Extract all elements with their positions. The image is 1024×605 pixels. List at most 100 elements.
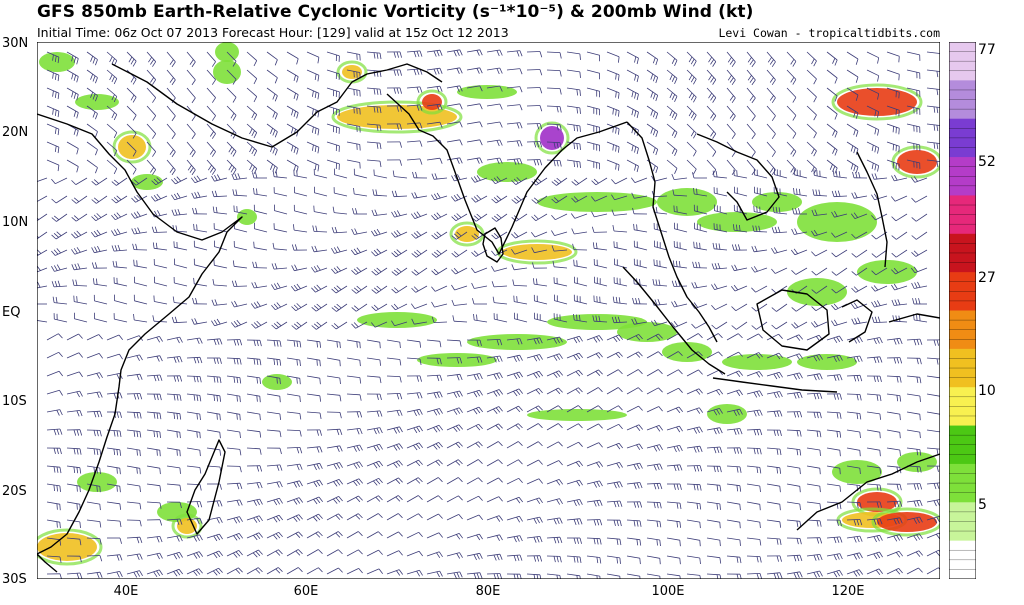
wind-barb [446,533,460,539]
wind-barb [706,388,720,395]
wind-barb-feather [199,450,201,457]
wind-barb [55,195,68,204]
wind-barb-feather [259,359,262,366]
wind-barb [126,501,140,504]
wind-barb-feather [232,97,237,103]
wind-barb-feather [457,174,461,180]
wind-barb-feather [593,178,599,184]
wind-barb-feather [573,259,575,266]
wind-barb [386,550,399,557]
wind-barb [653,284,668,287]
wind-barb-feather [476,175,481,181]
wind-barb-feather [769,77,774,83]
wind-barb [466,67,480,71]
wind-barb-feather [877,75,880,82]
wind-barb [306,411,321,414]
wind-barb [714,285,728,290]
wind-barb-feather [894,174,898,181]
wind-barb [613,230,628,233]
wind-barb-feather [215,551,221,558]
wind-barb-feather [736,170,738,177]
wind-barb-feather [99,411,103,418]
wind-barb-feather [553,372,558,379]
wind-barb [94,300,108,305]
wind-barb-feather [513,178,519,184]
wind-barb-feather [355,208,358,215]
wind-barb-feather [533,141,537,148]
wind-barb-feather [796,555,800,562]
wind-barb-feather [250,303,256,309]
wind-barb-feather [913,518,918,524]
wind-barb [386,357,400,360]
wind-barb-feather [272,147,276,154]
wind-barb-feather [379,427,383,434]
wind-barb [815,249,828,257]
wind-barb [766,537,781,540]
wind-barb [586,442,599,449]
map-title: GFS 850mb Earth-Relative Cyclonic Vortic… [37,2,754,22]
wind-barb [146,87,156,98]
wind-barb [854,303,868,309]
wind-barb-feather [111,112,115,119]
wind-barb-feather [478,406,484,413]
wind-barb-feather [498,389,504,395]
wind-barb-feather [816,554,820,561]
wind-barb-feather [655,131,659,138]
wind-barb-feather [911,235,917,240]
wind-barb [506,554,521,557]
wind-barb-feather [799,392,803,398]
wind-barb-feather [293,340,296,347]
wind-barb-feather [338,479,344,485]
wind-barb-feather [399,359,402,366]
wind-barb-feather [272,111,276,118]
wind-barb [866,411,880,415]
wind-barb-feather [652,165,656,172]
wind-barb-feather [671,112,676,118]
wind-barb [513,285,528,287]
wind-barb-feather [338,513,343,519]
wind-barb [226,159,237,170]
wind-barb-feather [693,114,697,121]
wind-barb [606,351,619,359]
wind-barb [286,514,299,521]
wind-barb-feather [476,158,480,164]
wind-barb [214,303,228,306]
wind-barb-feather [831,320,835,327]
wind-barb-feather [551,245,555,252]
wind-barb [214,321,228,327]
wind-barb-feather [439,408,443,414]
wind-barb-feather [72,279,75,286]
wind-barb [906,411,920,415]
wind-barb-feather [190,177,196,183]
wind-barb [166,518,181,521]
wind-barb-feather [478,441,483,447]
wind-barb-feather [273,323,279,328]
wind-barb [594,264,608,269]
wind-barb [406,158,421,161]
wind-barb-feather [834,131,838,138]
wind-barb [466,477,479,485]
wind-barb [254,210,268,215]
wind-barb-feather [598,461,604,467]
wind-barb-feather [536,123,540,130]
wind-barb [55,177,68,185]
coastline-philippines [856,151,888,268]
wind-barb-feather [196,175,201,181]
wind-barb-feather [636,444,641,451]
wind-barb [814,213,828,216]
wind-barb [146,51,156,62]
wind-barb [335,285,348,294]
wind-barb-feather [379,125,382,132]
wind-barb-feather [515,407,521,413]
wind-barb-feather [372,189,375,196]
wind-barb-feather [819,412,822,419]
wind-barb-feather [673,465,677,472]
wind-barb-feather [194,318,198,324]
wind-barb-feather [576,143,578,150]
wind-barb-feather [379,143,382,150]
wind-barb-feather [376,285,382,291]
wind-barb [546,405,559,413]
wind-barb-feather [293,224,295,231]
wind-barb-feather [559,88,562,95]
wind-barb [66,105,79,113]
